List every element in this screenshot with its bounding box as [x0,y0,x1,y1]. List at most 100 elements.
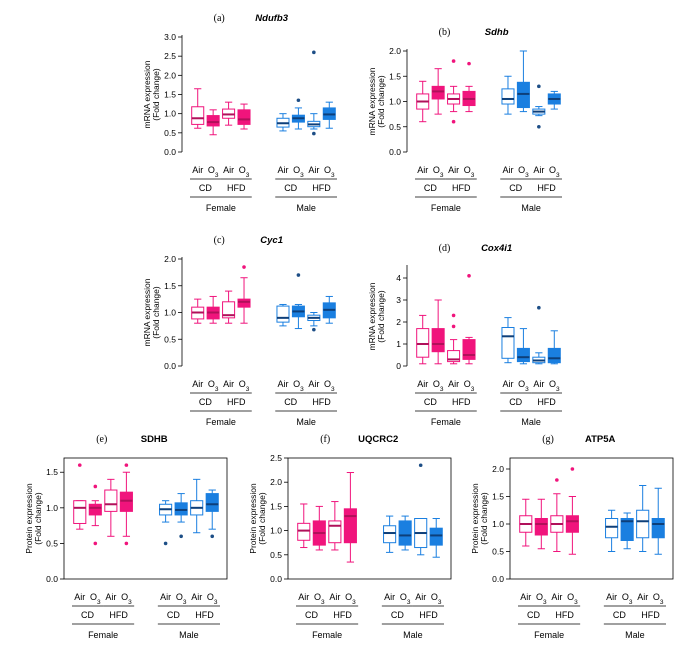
y-tick-label: 0.0 [46,574,58,584]
y-tick-label: 0.5 [164,334,176,344]
box-iqr [119,491,133,512]
box-iqr [237,298,251,308]
box-iqr [431,85,445,100]
x-label-air: Air [502,165,513,175]
x-label-o3: O3 [549,165,560,179]
y-tick-label: 1.0 [164,308,176,318]
x-label-air: Air [298,592,309,602]
y-tick-label: 2.0 [389,46,401,56]
x-label-hfd: HFD [452,183,471,193]
box-m-hfd-o3 [322,101,336,129]
y-tick-label: 0.5 [389,122,401,132]
x-label-male: Male [403,630,423,640]
plot-frame [509,457,674,580]
box-m-cd-o3 [620,512,634,550]
x-label-o3-subscript: 3 [331,172,335,179]
y-tick-label: 3 [396,295,401,305]
box-iqr [206,115,220,127]
x-label-female: Female [88,630,118,640]
box-iqr [383,525,397,544]
y-tick-label: 2.0 [270,477,282,487]
box-m-cd-o3 [174,493,188,539]
x-label-o3: O3 [464,165,475,179]
box-m-cd-o3 [291,273,305,330]
panel-a: 0.0 0.5 1.0 1.5 2.0 2.5 3.0 mRNA expression (Fol… [142,13,337,213]
x-label-cd: CD [509,397,522,407]
box-f-cd-air [416,80,430,123]
y-tick-label: 1.5 [46,467,58,477]
x-label-air: Air [637,592,648,602]
y-tick-label: 1.5 [389,71,401,81]
box-f-hfd-air [222,290,236,324]
x-label-o3: O3 [293,379,304,393]
x-label-air: Air [417,165,428,175]
box-m-cd-o3 [291,98,305,130]
y-axis-label: mRNA expression [142,278,152,346]
outlier-point [93,541,98,546]
panel-c: 0.0 0.5 1.0 1.5 2.0 mRNA expression (Fold chan… [142,235,337,427]
x-label-female: Female [534,630,564,640]
box-iqr [191,106,205,125]
outlier-point [163,541,168,546]
x-label-o3: O3 [208,165,219,179]
box-iqr [516,81,530,109]
box-m-hfd-air [636,485,650,552]
x-label-air: Air [160,592,171,602]
x-label-o3: O3 [464,379,475,393]
x-label-o3-subscript: 3 [215,172,219,179]
y-tick-label: 4 [396,273,401,283]
x-label-air: Air [192,165,203,175]
y-tick-label: 1 [396,339,401,349]
box-iqr [565,515,579,533]
x-label-hfd: HFD [452,397,471,407]
outlier-point [124,541,129,546]
box-iqr [88,503,102,516]
box-m-hfd-air [307,312,321,332]
outlier-point [77,463,82,467]
x-label-o3-subscript: 3 [128,599,132,606]
outlier-point [537,305,541,310]
x-label-male: Male [521,203,541,213]
x-label-o3-subscript: 3 [246,172,250,179]
panel-letter: (f) [320,434,330,445]
x-label-o3-subscript: 3 [183,599,187,606]
x-label-male: Male [296,417,316,427]
x-label-air: Air [533,165,544,175]
box-iqr [174,502,188,516]
x-label-hfd: HFD [555,610,574,620]
box-f-hfd-air [328,501,342,551]
box-m-hfd-o3 [547,330,561,365]
outlier-point [451,324,456,329]
outlier-point [537,84,541,89]
x-label-o3: O3 [314,592,325,606]
x-label-o3-subscript: 3 [300,172,304,179]
y-tick-label: 0.0 [164,147,176,157]
y-tick-label: 0.0 [270,574,282,584]
panel-title: UQCRC2 [358,434,398,445]
box-m-hfd-o3 [429,518,443,558]
box-iqr [328,520,342,544]
box-iqr [651,518,665,539]
x-label-o3: O3 [121,592,132,606]
x-label-air: Air [308,165,319,175]
x-label-male: Male [521,417,541,427]
box-f-cd-o3 [312,505,326,551]
y-tick-label: 0.5 [164,128,176,138]
outlier-point [570,467,575,471]
box-iqr [501,88,515,105]
x-label-air: Air [105,592,116,602]
outlier-point [467,61,471,66]
x-label-hfd: HFD [419,610,438,620]
box-f-hfd-o3 [462,61,476,113]
box-f-hfd-o3 [565,467,579,555]
y-tick-label: 2.5 [270,453,282,463]
panel-title: Ndufb3 [255,13,288,24]
x-label-o3: O3 [622,592,633,606]
box-f-cd-air [191,298,205,324]
outlier-point [296,273,301,277]
box-f-cd-o3 [534,498,548,550]
box-f-cd-air [191,88,205,129]
outlier-point [418,463,423,468]
y-tick-label: 1.0 [389,97,401,107]
box-m-hfd-air [307,50,321,136]
